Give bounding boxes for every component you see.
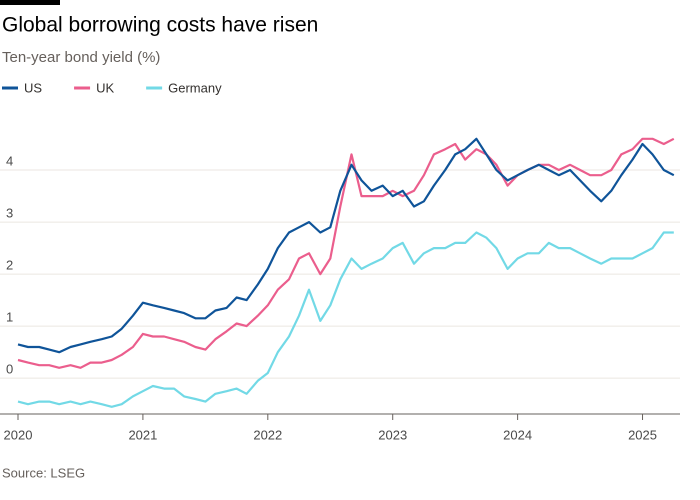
brand-bar xyxy=(0,0,60,5)
chart-title: Global borrowing costs have risen xyxy=(2,14,318,37)
y-tick-label: 1 xyxy=(6,310,13,325)
series-line xyxy=(17,137,675,354)
source: Source: LSEG xyxy=(2,465,85,480)
legend-label: Germany xyxy=(168,80,222,95)
y-tick-label: 3 xyxy=(6,206,13,221)
series-line xyxy=(17,231,674,408)
x-tick-label: 2022 xyxy=(253,427,282,442)
x-tick-label: 2023 xyxy=(378,427,407,442)
legend-label: UK xyxy=(96,80,114,95)
y-tick-label: 0 xyxy=(6,362,13,377)
chart-subtitle: Ten-year bond yield (%) xyxy=(2,49,160,66)
y-tick-label: 4 xyxy=(6,153,13,168)
legend-label: US xyxy=(24,80,42,95)
x-tick-label: 2024 xyxy=(503,427,532,442)
x-tick-label: 2020 xyxy=(4,427,33,442)
y-tick-label: 2 xyxy=(6,258,13,273)
x-tick-label: 2021 xyxy=(128,427,157,442)
x-tick-label: 2025 xyxy=(628,427,657,442)
